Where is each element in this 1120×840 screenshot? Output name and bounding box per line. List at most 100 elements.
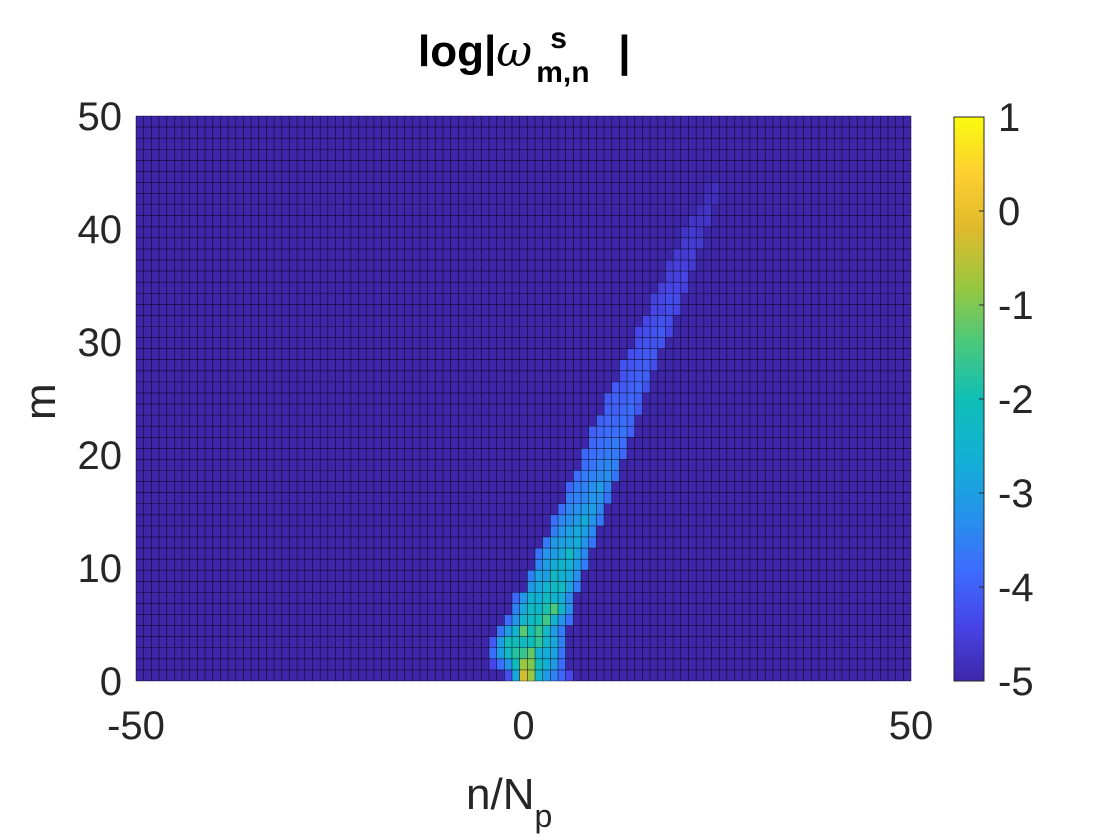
heatmap-cell [596,481,605,493]
heatmap-cell [504,636,512,648]
heatmap-cell [550,625,559,637]
heatmap-cell [573,514,582,526]
heatmap-cell [565,481,574,493]
heatmap-cell [657,304,666,316]
heatmap-cell [650,337,658,349]
heatmap-cell [550,548,559,560]
heatmap-cell [634,337,643,349]
heatmap-cell [535,669,543,681]
heatmap-cell [542,581,551,593]
colorbar-tick-label: -2 [998,378,1034,422]
heatmap-cell [565,536,574,549]
heatmap-cell [573,503,582,515]
heatmap-cell [688,237,697,249]
heatmap-cell [542,614,551,626]
heatmap-cell [550,614,559,626]
heatmap-cell [527,570,536,582]
heatmap-cell [550,559,559,571]
heatmap-cell [680,271,689,283]
heatmap-cell [604,448,612,460]
heatmap-cell [558,525,566,537]
heatmap-cell [627,359,635,371]
heatmap-cell [588,525,597,537]
heatmap-cell [581,559,589,571]
heatmap-cell [581,459,589,471]
colorbar: -5 -4 -3 -2 -1 0 1 [953,96,1034,704]
heatmap-cell [527,625,536,637]
heatmap-cell [634,404,643,416]
heatmap-cell [488,636,497,648]
heatmap-cell [596,426,605,438]
heatmap-cell [558,503,566,515]
heatmap-cell [496,658,505,670]
heatmap-cell [535,592,543,604]
heatmap-cell [519,592,528,604]
heatmap-cell [657,293,666,305]
heatmap-cell [542,636,551,648]
heatmap-cell [703,204,712,216]
heatmap-cell [581,481,589,493]
heatmap-cell [680,248,689,261]
heatmap-cell [650,315,658,327]
heatmap-cell [673,282,681,294]
heatmap-cell [496,647,505,659]
heatmap-cell [688,215,697,227]
heatmap-cell [611,448,620,460]
heatmap-cell [696,237,704,249]
heatmap-cell [619,381,628,393]
heatmap-cell [680,237,689,249]
heatmap-cell [627,404,635,416]
heatmap-cell [519,669,528,681]
heatmap-cell [542,669,551,681]
x-axis-label: n/Np [466,770,552,834]
heatmap-cell [627,415,635,427]
heatmap-cell [542,603,551,615]
heatmap-cell [565,559,574,571]
heatmap-cell [657,282,666,294]
heatmap-cell [550,669,559,681]
heatmap-cell [573,536,582,549]
y-tick-label: 40 [78,208,123,252]
heatmap-cell [588,503,597,515]
heatmap-cell [634,392,643,405]
title-indices: s m,n [532,24,618,90]
heatmap-cell [581,492,589,504]
heatmap-cell [588,481,597,493]
heatmap-cell [535,647,543,659]
heatmap-cell [665,304,674,316]
heatmap-cell [634,326,643,338]
heatmap-cell [565,525,574,537]
heatmap-cell [558,536,566,549]
heatmap-cell [511,592,520,604]
heatmap-cell [558,647,566,659]
heatmap-cell [588,470,597,482]
heatmap-cell [642,381,651,393]
x-tick-label: -50 [107,704,165,748]
heatmap-cell [634,381,643,393]
heatmap-cell [627,370,635,382]
heatmap-cell [573,525,582,537]
heatmap-cell [619,404,628,416]
heatmap-cell [611,415,620,427]
heatmap-cell [680,282,689,294]
heatmap-cell [703,215,712,227]
heatmap-cell [711,193,720,205]
heatmap-cell [542,559,551,571]
heatmap-cell [527,636,536,648]
heatmap-cell [657,326,666,338]
heatmap-cell [596,514,605,526]
heatmap-cell [550,658,559,670]
heatmap-cell [519,603,528,615]
heatmap-cell [680,226,689,238]
heatmap-cell [519,647,528,659]
title-superscript: s [550,22,567,55]
heatmap-cell [619,370,628,382]
heatmap-cell [619,415,628,427]
heatmap-cell [604,481,612,493]
heatmap-cell [542,548,551,560]
colorbar-tick-label: -1 [998,284,1034,328]
heatmap-cell [588,459,597,471]
heatmap-cell [535,658,543,670]
heatmap-cell [581,448,589,460]
